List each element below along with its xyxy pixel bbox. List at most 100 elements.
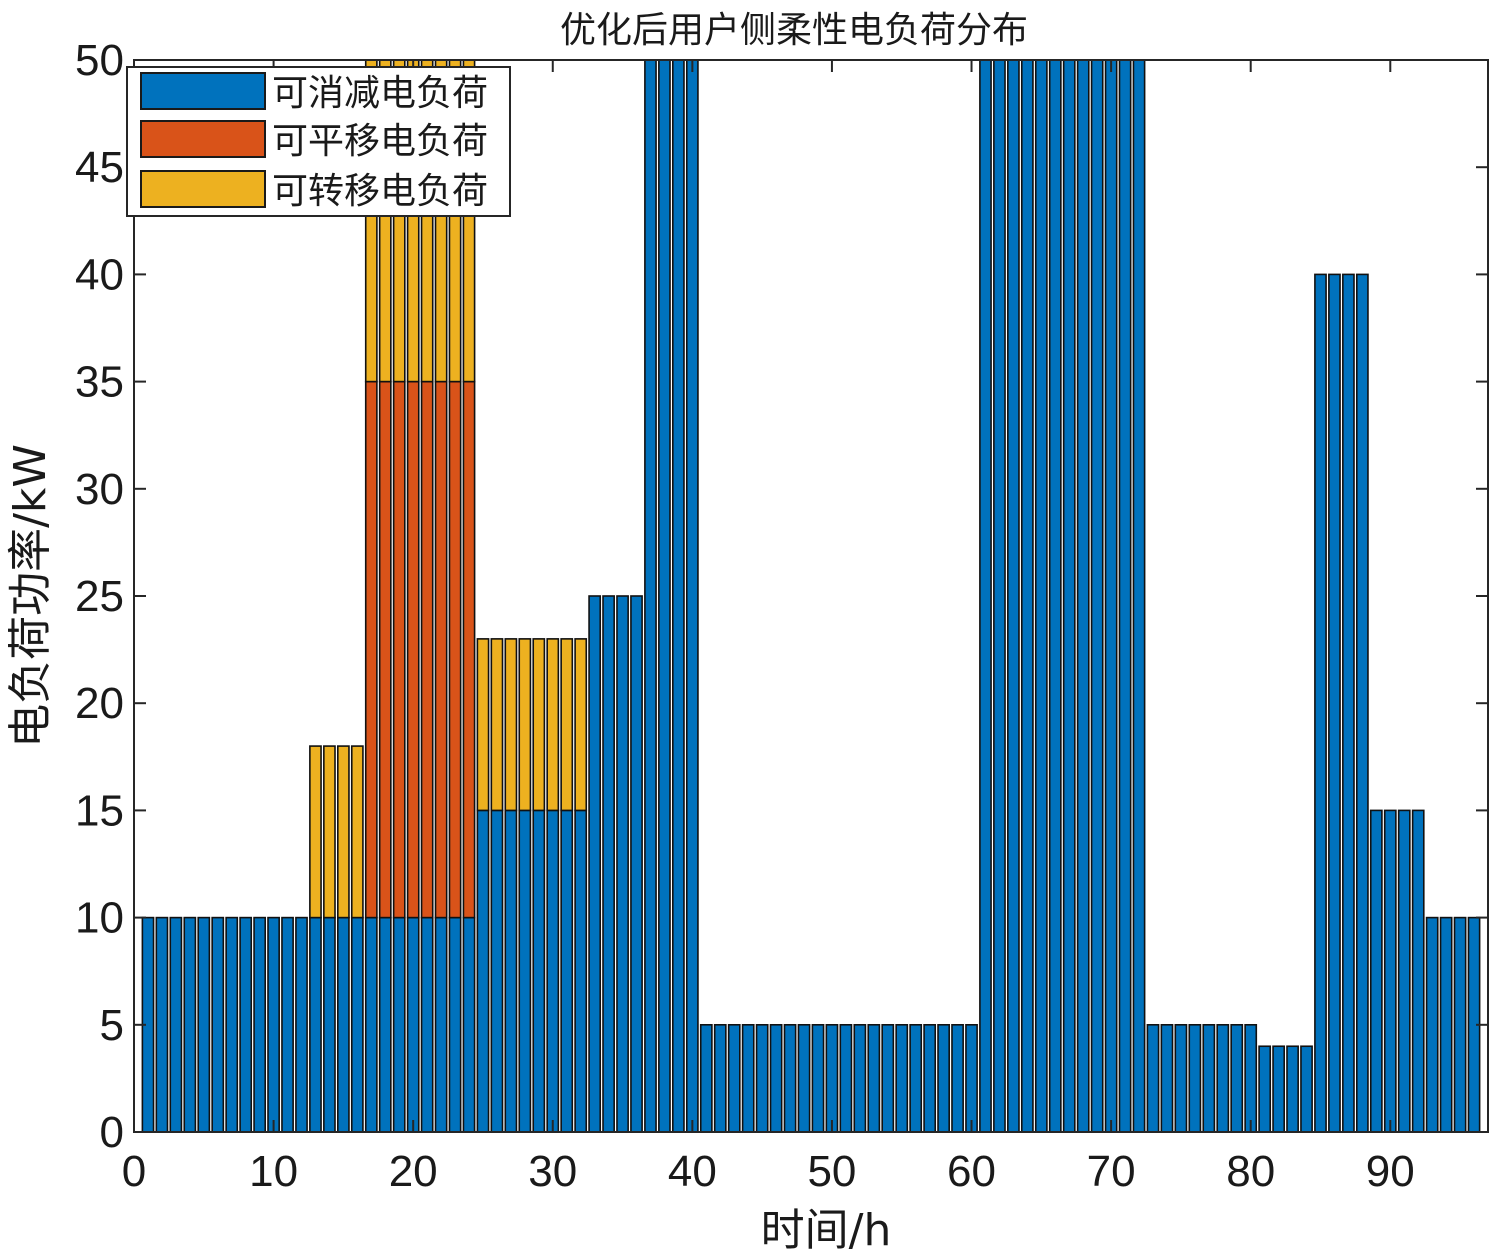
bar-reducible-t84 xyxy=(1300,1045,1313,1133)
bar-reducible-t38 xyxy=(658,59,671,1133)
bar-reducible-t81 xyxy=(1258,1045,1272,1133)
bar-transferable-t29 xyxy=(532,638,546,812)
bar-reducible-t66 xyxy=(1048,59,1062,1133)
bar-reducible-t18 xyxy=(378,916,392,1133)
bar-reducible-t36 xyxy=(630,595,643,1133)
bar-reducible-t15 xyxy=(336,916,350,1133)
bar-reducible-t58 xyxy=(937,1024,950,1133)
legend-label-reducible: 可消减电负荷 xyxy=(272,73,488,114)
bar-reducible-t56 xyxy=(909,1024,923,1133)
bar-reducible-t35 xyxy=(616,595,629,1133)
bar-shiftable-t23 xyxy=(448,380,462,919)
bar-reducible-t21 xyxy=(420,916,434,1133)
x-tick-label-10: 10 xyxy=(249,1147,298,1196)
bar-reducible-t12 xyxy=(295,916,308,1133)
bar-reducible-t77 xyxy=(1202,1024,1216,1133)
ticks-layer: 0 10 20 30 40 50 60 70 80 90 0 5 10 15 20 25 30 35 40 45 50 xyxy=(75,36,1488,1196)
bar-reducible-t37 xyxy=(644,59,657,1133)
y-tick-label-35: 35 xyxy=(75,358,124,407)
bar-transferable-t32 xyxy=(574,638,588,812)
bar-shiftable-t22 xyxy=(434,380,448,919)
y-tick-label-0: 0 xyxy=(100,1108,124,1157)
y-tick-label-30: 30 xyxy=(75,465,124,514)
chart-title: 优化后用户侧柔性电负荷分布 xyxy=(560,10,1028,51)
y-tick-label-20: 20 xyxy=(75,679,124,728)
bar-reducible-t25 xyxy=(476,809,490,1133)
bar-reducible-t39 xyxy=(672,59,685,1133)
x-tick-label-40: 40 xyxy=(668,1147,717,1196)
bar-reducible-t4 xyxy=(183,916,197,1133)
bar-reducible-t26 xyxy=(490,809,504,1133)
bar-reducible-t70 xyxy=(1104,59,1118,1133)
bar-reducible-t79 xyxy=(1230,1024,1244,1133)
bar-transferable-t14 xyxy=(323,745,336,919)
bar-reducible-t92 xyxy=(1411,809,1425,1133)
bar-reducible-t90 xyxy=(1383,809,1397,1133)
x-tick-label-20: 20 xyxy=(389,1147,438,1196)
bar-reducible-t6 xyxy=(211,916,225,1133)
bar-reducible-t3 xyxy=(169,916,183,1133)
bar-reducible-t5 xyxy=(197,916,211,1133)
bar-reducible-t71 xyxy=(1118,59,1132,1133)
bar-reducible-t76 xyxy=(1188,1024,1202,1133)
bar-reducible-t40 xyxy=(685,59,699,1133)
y-tick-label-40: 40 xyxy=(75,250,124,299)
legend-label-shiftable: 可平移电负荷 xyxy=(272,121,488,162)
bar-reducible-t95 xyxy=(1453,916,1467,1133)
bar-reducible-t51 xyxy=(839,1024,853,1133)
bar-reducible-t13 xyxy=(309,916,322,1133)
x-tick-label-70: 70 xyxy=(1087,1147,1136,1196)
bar-reducible-t28 xyxy=(518,809,532,1133)
legend-label-transferable: 可转移电负荷 xyxy=(272,171,488,212)
x-tick-label-90: 90 xyxy=(1366,1147,1415,1196)
bar-reducible-t20 xyxy=(406,916,420,1133)
y-axis-label: 电负荷功率/kW xyxy=(5,444,56,748)
bar-transferable-t16 xyxy=(350,745,364,919)
y-tick-label-5: 5 xyxy=(100,1001,124,1050)
bar-transferable-t27 xyxy=(504,638,518,812)
bar-reducible-t86 xyxy=(1328,273,1341,1133)
x-tick-label-0: 0 xyxy=(122,1147,146,1196)
bar-reducible-t80 xyxy=(1244,1024,1258,1133)
bar-shiftable-t19 xyxy=(392,380,406,919)
bar-reducible-t46 xyxy=(769,1024,783,1133)
bar-reducible-t52 xyxy=(853,1024,867,1133)
bar-reducible-t34 xyxy=(602,595,615,1133)
bar-reducible-t94 xyxy=(1439,916,1453,1133)
bar-reducible-t85 xyxy=(1314,273,1327,1133)
bar-transferable-t30 xyxy=(546,638,560,812)
y-tick-label-25: 25 xyxy=(75,572,124,621)
bar-reducible-t27 xyxy=(504,809,518,1133)
y-tick-label-10: 10 xyxy=(75,894,124,943)
bar-reducible-t62 xyxy=(993,59,1006,1133)
bar-reducible-t63 xyxy=(1007,59,1020,1133)
bar-transferable-t31 xyxy=(560,638,574,812)
bar-reducible-t33 xyxy=(588,595,602,1133)
bar-reducible-t87 xyxy=(1342,273,1355,1133)
bar-reducible-t89 xyxy=(1369,809,1383,1133)
legend-swatch-shiftable xyxy=(140,120,266,158)
bar-reducible-t10 xyxy=(267,916,280,1133)
bar-transferable-t26 xyxy=(490,638,504,812)
bar-reducible-t9 xyxy=(253,916,267,1133)
bar-reducible-t48 xyxy=(797,1024,811,1133)
bar-reducible-t29 xyxy=(532,809,546,1133)
bar-reducible-t44 xyxy=(741,1024,755,1133)
x-axis-label: 时间/h xyxy=(761,1205,892,1256)
bar-reducible-t67 xyxy=(1062,59,1076,1133)
bar-reducible-t73 xyxy=(1146,1024,1160,1133)
bar-reducible-t54 xyxy=(881,1024,895,1133)
bar-reducible-t69 xyxy=(1090,59,1104,1133)
bar-shiftable-t18 xyxy=(378,380,392,919)
legend-swatch-transferable xyxy=(140,170,266,208)
bar-shiftable-t21 xyxy=(420,380,434,919)
x-tick-label-80: 80 xyxy=(1226,1147,1275,1196)
bar-reducible-t23 xyxy=(448,916,462,1133)
bar-shiftable-t20 xyxy=(406,380,420,919)
bar-reducible-t88 xyxy=(1355,273,1369,1133)
bar-reducible-t91 xyxy=(1397,809,1411,1133)
bar-reducible-t47 xyxy=(783,1024,797,1133)
bar-reducible-t65 xyxy=(1034,59,1048,1133)
bar-reducible-t8 xyxy=(239,916,253,1133)
